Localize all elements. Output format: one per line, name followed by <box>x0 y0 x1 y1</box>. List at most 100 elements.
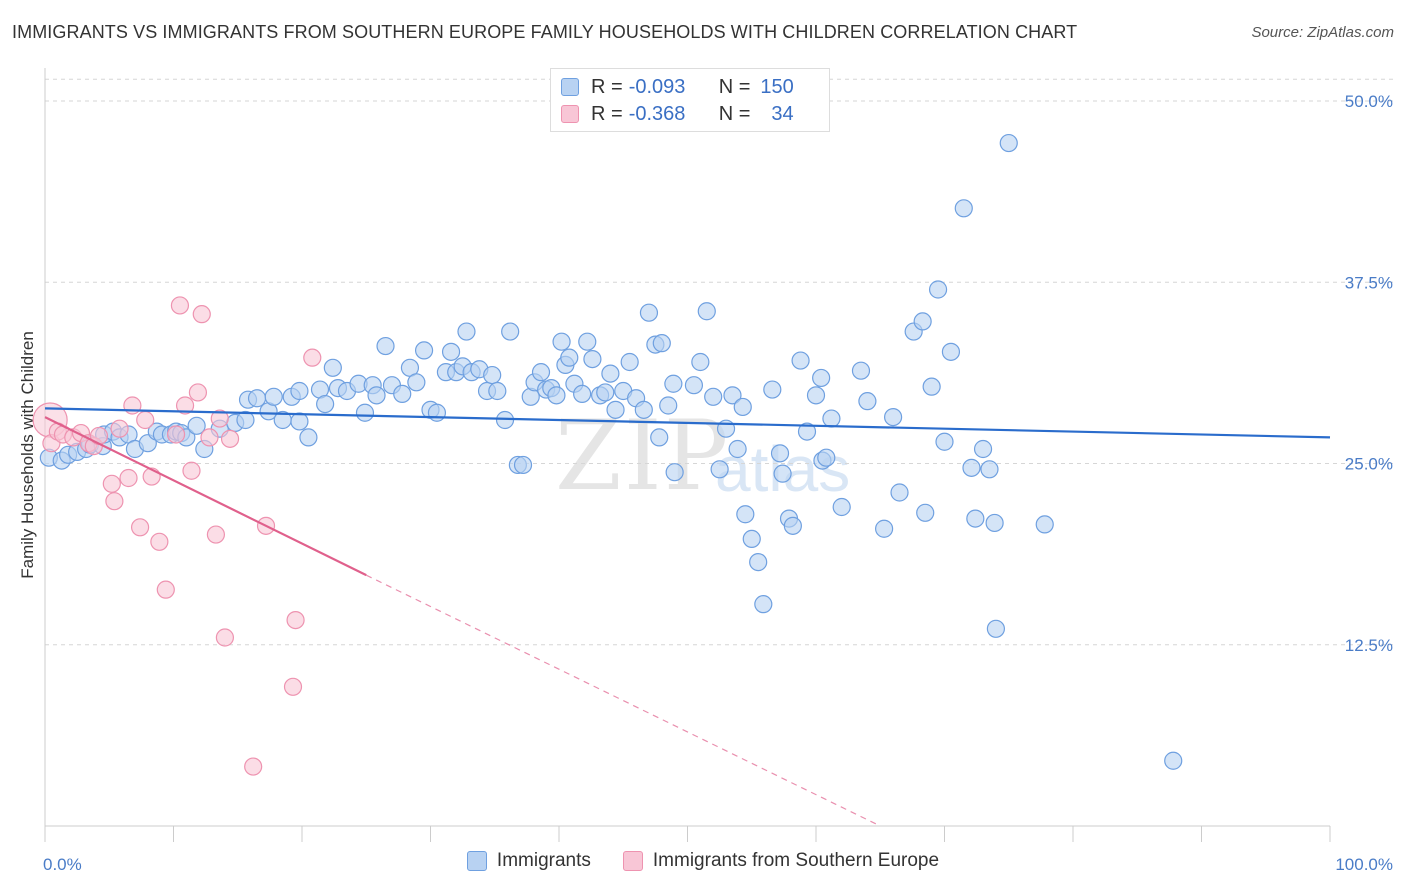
data-point-immigrants <box>875 519 894 538</box>
data-point-immigrants <box>323 358 342 377</box>
data-point-immigrants <box>806 386 826 405</box>
data-point-immigrants <box>665 463 684 482</box>
data-point-southern-europe <box>220 429 240 448</box>
data-point-immigrants <box>606 400 625 419</box>
data-point-immigrants <box>316 394 335 414</box>
data-point-immigrants <box>531 363 551 382</box>
data-point-immigrants <box>427 403 447 422</box>
data-point-immigrants <box>736 505 755 524</box>
legend-row-immigrants: R = -0.093 N = 150 <box>561 75 794 99</box>
data-point-immigrants <box>710 460 729 479</box>
data-point-immigrants <box>650 428 669 447</box>
r-value: -0.093 <box>628 75 686 98</box>
data-point-immigrants <box>883 408 903 427</box>
data-point-southern-europe <box>136 410 155 430</box>
data-point-immigrants <box>601 364 620 383</box>
data-point-immigrants <box>659 396 678 415</box>
pink-swatch-icon <box>561 105 579 123</box>
data-point-immigrants <box>928 280 948 299</box>
data-point-southern-europe <box>303 348 322 367</box>
legend-row-southern-europe: R = -0.368 N = 34 <box>561 102 794 126</box>
chart-title: IMMIGRANTS VS IMMIGRANTS FROM SOUTHERN E… <box>12 22 1078 42</box>
data-point-southern-europe <box>110 419 129 438</box>
data-point-immigrants <box>851 361 871 380</box>
data-point-immigrants <box>723 386 742 405</box>
r-label: R = <box>591 102 623 125</box>
data-point-immigrants <box>264 387 283 406</box>
grid-lines <box>45 78 1395 646</box>
data-point-southern-europe <box>130 518 150 537</box>
axes <box>44 68 1331 842</box>
correlation-legend: R = -0.093 N = 150 R = -0.368 N = 34 <box>550 68 830 132</box>
data-point-immigrants <box>457 322 476 341</box>
data-point-southern-europe <box>206 525 226 544</box>
data-point-immigrants <box>1164 751 1183 770</box>
data-point-immigrants <box>783 516 802 535</box>
data-point-immigrants <box>754 595 773 614</box>
data-point-southern-europe <box>119 468 138 488</box>
data-point-southern-europe <box>175 396 195 415</box>
data-point-southern-europe <box>170 296 190 315</box>
data-point-immigrants <box>513 455 533 475</box>
data-point-immigrants <box>664 374 683 393</box>
data-point-immigrants <box>407 373 426 392</box>
data-point-immigrants <box>858 392 877 411</box>
trend-lines <box>44 407 1331 827</box>
x-tick-label: 0.0% <box>43 855 82 874</box>
legend-item-southern-europe: Immigrants from Southern Europe <box>622 850 940 872</box>
data-point-immigrants <box>639 303 659 322</box>
data-point-immigrants <box>913 312 932 331</box>
legend-label-immigrants: Immigrants <box>496 850 591 871</box>
data-point-immigrants <box>573 384 592 403</box>
data-point-immigrants <box>935 432 954 451</box>
n-value: 34 <box>771 102 794 125</box>
data-point-immigrants <box>501 322 520 341</box>
data-point-immigrants <box>962 458 981 477</box>
data-point-immigrants <box>797 422 817 441</box>
data-point-immigrants <box>236 410 255 430</box>
data-point-immigrants <box>791 351 810 370</box>
data-point-immigrants <box>922 377 941 396</box>
data-point-immigrants <box>483 365 502 385</box>
data-point-southern-europe <box>215 628 234 647</box>
data-point-immigrants <box>560 348 579 367</box>
x-tick-label: 100.0% <box>1335 855 1393 874</box>
data-point-immigrants <box>393 384 412 403</box>
tick-labels: 12.5% 25.0% 37.5% 50.0% 0.0% 100.0% <box>43 92 1393 874</box>
data-point-southern-europe <box>102 474 121 493</box>
legend-label-southern-europe: Immigrants from Southern Europe <box>652 850 940 871</box>
r-value: -0.368 <box>628 102 686 125</box>
data-point-immigrants <box>733 397 752 417</box>
data-point-immigrants <box>822 409 841 428</box>
data-point-southern-europe <box>188 383 208 402</box>
data-point-immigrants <box>691 352 710 372</box>
pink-swatch-icon <box>622 851 643 871</box>
y-tick-label: 37.5% <box>1345 273 1393 292</box>
n-label: N = <box>718 102 751 125</box>
data-point-southern-europe <box>283 677 303 696</box>
data-point-immigrants <box>684 376 704 395</box>
data-point-southern-europe <box>244 757 263 776</box>
data-point-southern-europe <box>200 428 219 447</box>
data-point-immigrants <box>985 513 1004 533</box>
data-point-immigrants <box>728 439 747 459</box>
data-point-immigrants <box>547 386 566 405</box>
y-tick-label: 50.0% <box>1345 92 1393 111</box>
series-immigrants <box>39 133 1183 770</box>
data-point-immigrants <box>832 497 851 517</box>
data-point-immigrants <box>620 352 639 372</box>
blue-swatch-icon <box>466 851 487 871</box>
data-point-immigrants <box>488 381 507 401</box>
data-point-immigrants <box>916 503 935 522</box>
data-point-immigrants <box>966 509 985 528</box>
data-point-immigrants <box>890 483 909 502</box>
y-tick-label: 12.5% <box>1345 636 1393 655</box>
blue-swatch-icon <box>561 78 579 96</box>
data-point-southern-europe <box>286 610 305 630</box>
trend-line-immigrants <box>44 407 1331 439</box>
data-point-immigrants <box>817 448 836 467</box>
data-point-immigrants <box>367 386 386 405</box>
data-point-southern-europe <box>192 305 211 324</box>
data-point-immigrants <box>441 342 461 361</box>
